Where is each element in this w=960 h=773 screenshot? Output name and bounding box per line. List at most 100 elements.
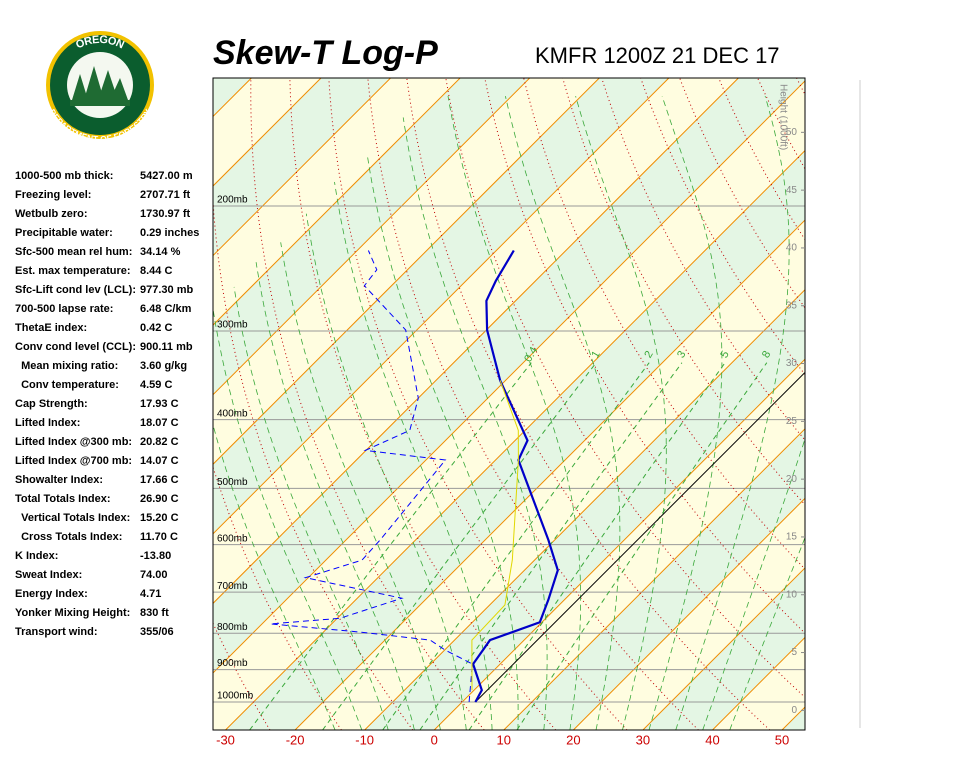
isotherm-band — [852, 78, 960, 730]
y2-tick-label: 50 — [786, 127, 798, 138]
mixing-ratio-label: 3 — [675, 349, 688, 360]
stat-label: Energy Index: — [15, 588, 88, 600]
dry-adiabat — [796, 78, 805, 96]
y2-tick-label: 35 — [786, 300, 798, 311]
y-tick-label: 300mb — [217, 320, 248, 331]
y2-tick-label: 0 — [791, 705, 797, 716]
moist-adiabat — [702, 437, 805, 730]
stat-label: Vertical Totals Index: — [15, 512, 130, 524]
mixing-ratio-line — [419, 362, 683, 730]
stat-label: Lifted Index @700 mb: — [15, 455, 132, 467]
dry-adiabat — [836, 78, 960, 730]
dry-adiabat — [875, 78, 960, 730]
stat-value: 8.44 C — [140, 265, 172, 277]
moist-adiabat — [402, 117, 548, 730]
y2-tick-label: 45 — [786, 185, 798, 196]
stat-value: 2707.71 ft — [140, 189, 190, 201]
stat-value: -13.80 — [140, 550, 171, 562]
stat-label: K Index: — [15, 550, 58, 562]
isotherm — [781, 706, 805, 730]
dry-adiabat — [640, 78, 805, 376]
surface-isotherm — [475, 371, 805, 703]
x-tick-label: -10 — [355, 732, 374, 747]
isotherm — [213, 78, 739, 605]
moist-adiabat — [233, 286, 389, 730]
moist-adiabat — [729, 536, 805, 730]
y2-tick-label: 20 — [786, 474, 798, 485]
profile-line — [471, 249, 559, 703]
dry-adiabat — [445, 78, 805, 699]
stat-label: Lifted Index @300 mb: — [15, 436, 132, 448]
stats-table: 1000-500 mb thick: 5427.00 m Freezing leve… — [15, 170, 199, 638]
stat-value: 11.70 C — [140, 531, 178, 543]
dry-adiabat — [213, 194, 414, 730]
stat-value: 34.14 % — [140, 246, 181, 258]
stat-value: 20.82 C — [140, 436, 179, 448]
isotherm — [225, 149, 805, 730]
stat-value: 5427.00 m — [140, 170, 193, 182]
isotherm — [213, 78, 461, 326]
isotherm-band — [213, 78, 805, 673]
x-tick-label: 10 — [497, 732, 511, 747]
stat-value: 4.59 C — [140, 379, 172, 391]
dry-adiabat — [953, 78, 960, 730]
moist-adiabat — [367, 155, 519, 730]
stat-label: 1000-500 mb thick: — [15, 170, 113, 182]
stat-label: Wetbulb zero: — [15, 208, 88, 220]
stat-value: 15.20 C — [140, 512, 179, 524]
x-tick-label: 20 — [566, 732, 580, 747]
axes: 200mb 300mb 400mb 500mb 600mb 700mb 800mb 900mb… — [216, 84, 805, 747]
x-tick-label: -20 — [286, 732, 305, 747]
y-tick-label: 600mb — [217, 533, 248, 544]
y-tick-label: 400mb — [217, 408, 248, 419]
moist-adiabat — [280, 242, 441, 730]
y2-tick-label: 5 — [791, 647, 797, 658]
mixing-ratio-line — [468, 362, 726, 730]
isotherm — [433, 358, 805, 730]
stat-value: 74.00 — [140, 569, 168, 581]
stat-value: 17.93 C — [140, 398, 179, 410]
y-tick-label: 700mb — [217, 581, 248, 592]
mixing-ratio-line — [322, 362, 597, 730]
y2-tick-label: 15 — [786, 532, 798, 543]
dry-adiabat — [914, 78, 960, 730]
stat-label: 700-500 lapse rate: — [15, 303, 113, 315]
logo-top-text: OREGON — [74, 34, 126, 52]
chart-subtitle: KMFR 1200Z 21 DEC 17 — [535, 43, 780, 68]
moist-adiabat — [305, 213, 467, 730]
isotherm — [213, 78, 531, 396]
stat-value: 0.42 C — [140, 322, 172, 334]
x-tick-label: -30 — [216, 732, 235, 747]
stat-label: Transport wind: — [15, 626, 98, 638]
stat-label: Conv temperature: — [15, 379, 119, 391]
stat-value: 26.90 C — [140, 493, 179, 505]
stat-label: Cross Totals Index: — [15, 531, 122, 543]
plot — [270, 249, 805, 703]
isotherm — [572, 497, 805, 730]
y2-axis-label: Height (1000ft) — [777, 84, 788, 150]
mixing-ratio-label: 8 — [760, 349, 773, 360]
stat-value: 6.48 C/km — [140, 303, 192, 315]
stat-value: 0.29 inches — [140, 227, 199, 239]
logo-top: OREGON — [74, 34, 126, 52]
stat-value: 17.66 C — [140, 474, 179, 486]
isotherm — [213, 78, 391, 257]
moist-adiabat — [213, 306, 363, 730]
x-tick-label: 40 — [705, 732, 719, 747]
plot-frame — [212, 77, 806, 731]
moist-adiabat — [575, 95, 667, 730]
stat-label: Showalter Index: — [15, 474, 103, 486]
stat-label: Cap Strength: — [15, 398, 88, 410]
mixing-ratio-line — [516, 362, 768, 730]
isotherm — [921, 78, 960, 730]
moist-adiabat — [648, 95, 723, 730]
stat-value: 3.60 g/kg — [140, 360, 187, 372]
moist-adiabat — [213, 423, 336, 730]
dry-adiabat — [250, 78, 485, 730]
x-tick-label: 50 — [775, 732, 789, 747]
y2-tick-label: 40 — [786, 243, 798, 254]
mixing-ratio-line — [382, 362, 650, 730]
dry-adiabat — [328, 78, 628, 730]
stat-value: 14.07 C — [140, 455, 179, 467]
